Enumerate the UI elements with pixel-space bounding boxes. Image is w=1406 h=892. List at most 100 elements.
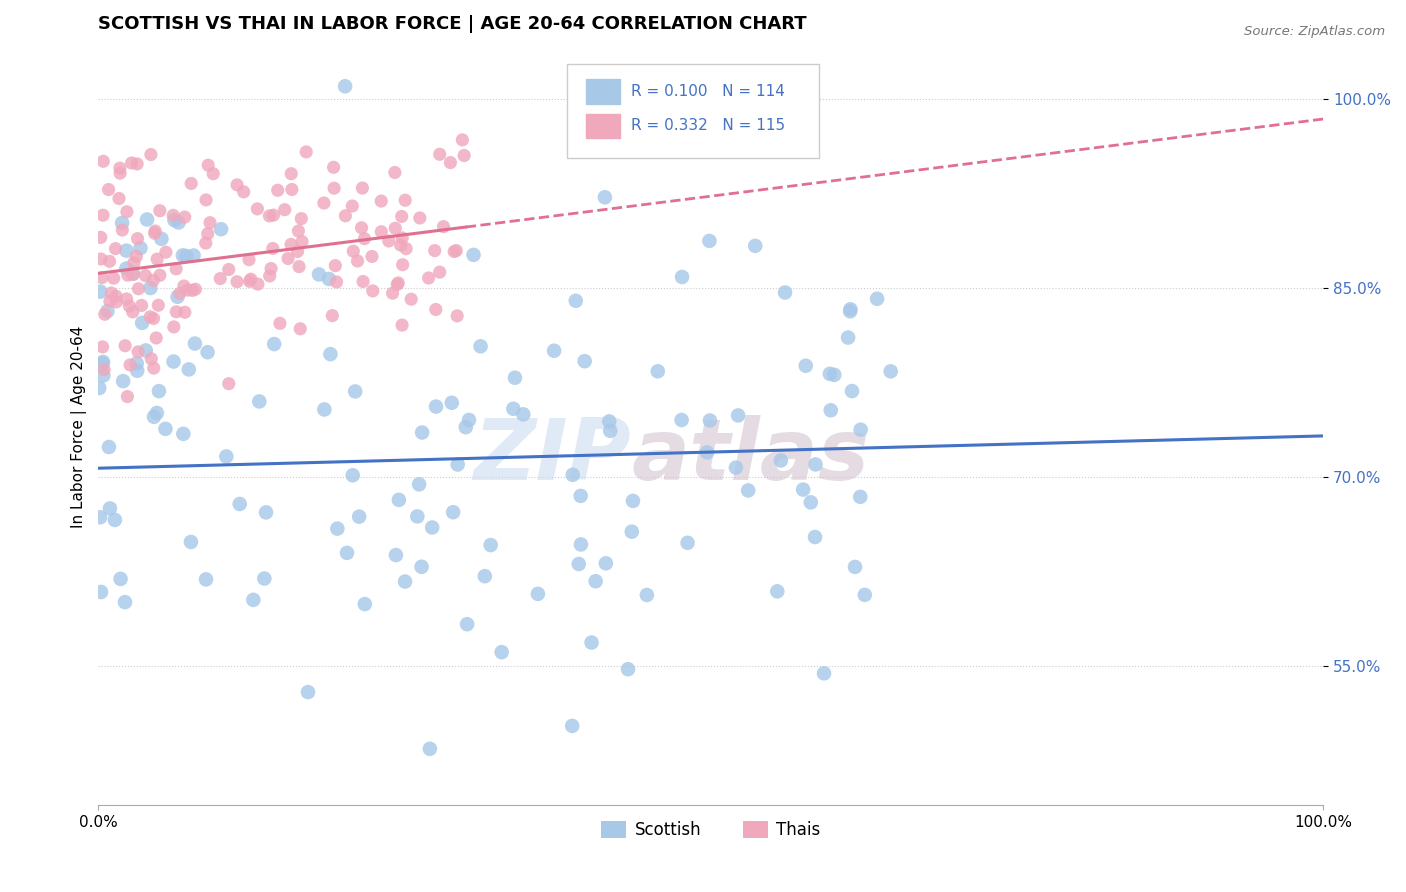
Point bbox=[621, 494, 644, 508]
Point bbox=[110, 572, 132, 586]
Point bbox=[120, 358, 142, 372]
Point bbox=[813, 666, 835, 681]
Point bbox=[336, 546, 359, 560]
Point bbox=[361, 250, 384, 264]
Point bbox=[636, 588, 658, 602]
Point bbox=[177, 362, 200, 376]
Point bbox=[173, 305, 195, 319]
Text: atlas: atlas bbox=[631, 416, 869, 499]
Point bbox=[173, 210, 195, 224]
Point bbox=[139, 281, 162, 295]
Point bbox=[344, 384, 367, 399]
Point bbox=[322, 161, 344, 175]
Point bbox=[502, 401, 524, 416]
Point bbox=[849, 423, 872, 437]
Point bbox=[229, 497, 252, 511]
Point bbox=[568, 557, 591, 571]
Point bbox=[312, 196, 335, 211]
Point bbox=[277, 252, 299, 266]
Point bbox=[321, 309, 343, 323]
Point bbox=[232, 185, 254, 199]
Point bbox=[411, 559, 433, 574]
Point bbox=[804, 530, 827, 544]
Point bbox=[308, 268, 330, 282]
Point bbox=[287, 244, 309, 259]
Point bbox=[115, 292, 138, 306]
Point bbox=[209, 222, 232, 236]
Point bbox=[527, 587, 550, 601]
Point bbox=[425, 302, 447, 317]
Point bbox=[226, 275, 249, 289]
Point bbox=[598, 414, 620, 428]
Point bbox=[391, 210, 413, 224]
Point bbox=[543, 343, 565, 358]
Point bbox=[172, 248, 194, 262]
Point bbox=[97, 182, 120, 196]
Point bbox=[446, 244, 468, 258]
Point bbox=[699, 413, 721, 427]
Point bbox=[879, 364, 901, 378]
Point bbox=[727, 409, 749, 423]
Point bbox=[122, 268, 145, 282]
Point bbox=[384, 165, 406, 179]
Point bbox=[676, 536, 699, 550]
Point bbox=[599, 424, 621, 438]
Point bbox=[378, 234, 401, 248]
Point bbox=[259, 209, 281, 223]
Point bbox=[98, 254, 121, 268]
Point bbox=[93, 362, 115, 376]
Point bbox=[111, 216, 134, 230]
Point bbox=[744, 239, 766, 253]
Point bbox=[839, 302, 862, 317]
Point bbox=[122, 267, 145, 281]
Point bbox=[269, 317, 291, 331]
Point bbox=[385, 548, 408, 562]
Point bbox=[121, 305, 143, 319]
Point bbox=[818, 367, 841, 381]
Y-axis label: In Labor Force | Age 20-64: In Labor Force | Age 20-64 bbox=[72, 326, 87, 528]
Point bbox=[246, 277, 269, 292]
Point bbox=[724, 460, 747, 475]
Point bbox=[135, 343, 157, 358]
Point bbox=[117, 268, 139, 282]
Point bbox=[287, 224, 309, 238]
Point bbox=[696, 445, 718, 459]
Point bbox=[218, 262, 240, 277]
Point bbox=[104, 513, 127, 527]
Point bbox=[454, 420, 477, 434]
Point bbox=[139, 310, 162, 324]
Point bbox=[180, 535, 202, 549]
Point bbox=[441, 505, 464, 519]
Point bbox=[425, 400, 447, 414]
Point bbox=[408, 477, 430, 491]
Point bbox=[318, 272, 340, 286]
Point bbox=[769, 453, 792, 467]
Point bbox=[699, 234, 721, 248]
Point bbox=[391, 318, 413, 332]
Point bbox=[585, 574, 607, 589]
Point bbox=[218, 376, 240, 391]
Point bbox=[89, 285, 111, 299]
Point bbox=[429, 265, 451, 279]
Point bbox=[198, 216, 221, 230]
Text: R = 0.100   N = 114: R = 0.100 N = 114 bbox=[631, 84, 785, 99]
Point bbox=[91, 208, 114, 222]
Point bbox=[323, 259, 346, 273]
Point bbox=[439, 155, 461, 169]
Point bbox=[342, 468, 364, 483]
Point bbox=[246, 202, 269, 216]
Point bbox=[399, 292, 422, 306]
Point bbox=[117, 390, 139, 404]
Point bbox=[150, 232, 173, 246]
Point bbox=[163, 319, 186, 334]
Point bbox=[129, 241, 152, 255]
Point bbox=[90, 230, 112, 244]
Point bbox=[127, 232, 149, 246]
Point bbox=[456, 617, 478, 632]
Point bbox=[145, 331, 167, 345]
Point bbox=[108, 161, 131, 175]
Point bbox=[184, 336, 207, 351]
Point bbox=[853, 588, 876, 602]
Point bbox=[766, 584, 789, 599]
Point bbox=[197, 158, 219, 172]
